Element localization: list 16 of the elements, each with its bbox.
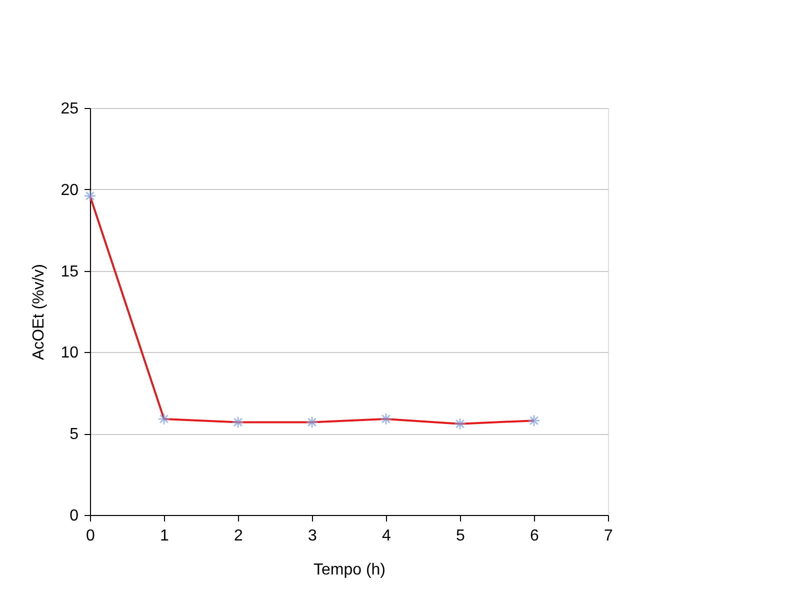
x-tick-label: 1 [160,528,170,544]
y-tick-label: 25 [60,100,79,118]
y-tick-label: 15 [60,263,79,280]
x-tick-label: 0 [86,528,96,544]
x-axis-title: Tempo (h) [313,562,386,578]
x-tick-label: 5 [456,528,466,544]
x-tick-label: 6 [530,528,540,544]
y-tick-label: 5 [70,426,79,444]
y-tick-label: 0 [70,508,79,524]
y-axis-title: AcOEt (%v/v) [30,264,48,360]
x-tick-label: 2 [234,528,244,544]
x-tick-label: 7 [604,528,614,544]
x-tick-label: 4 [382,528,392,544]
y-tick-label: 20 [60,182,79,199]
x-tick-label: 3 [308,528,318,544]
y-tick-label: 10 [60,344,79,362]
